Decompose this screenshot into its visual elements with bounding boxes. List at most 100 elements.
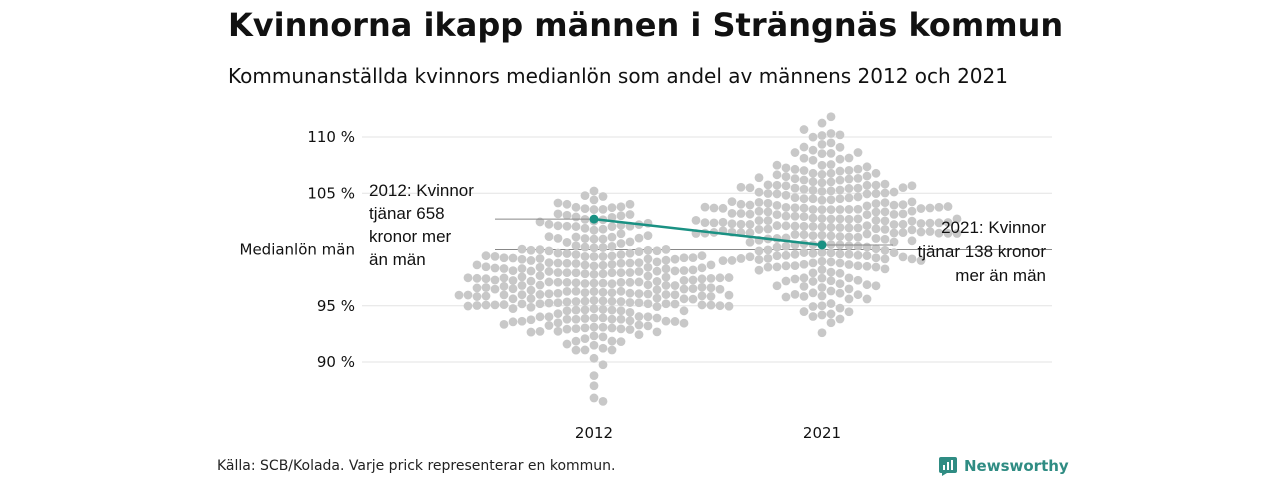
data-point [571, 305, 581, 315]
data-point [562, 249, 572, 258]
data-point [817, 178, 827, 188]
data-point [715, 284, 725, 294]
data-point [580, 269, 590, 279]
data-point [826, 112, 836, 122]
data-point [790, 249, 800, 259]
data-point [499, 264, 509, 273]
data-point [517, 272, 527, 282]
data-point [598, 396, 608, 406]
data-point [607, 279, 617, 289]
annotation-2021: 2021: Kvinnor tjänar 138 kronor mer än män [917, 218, 1046, 285]
data-point [580, 191, 590, 201]
data-point [763, 180, 773, 190]
data-point [616, 250, 626, 259]
data-point [553, 318, 563, 328]
data-point [634, 320, 644, 330]
data-point [808, 222, 818, 231]
data-point [772, 170, 782, 180]
data-point [754, 206, 764, 216]
data-point [661, 316, 671, 326]
data-point [616, 286, 626, 296]
data-point [862, 261, 872, 271]
data-point [826, 195, 836, 205]
data-point [772, 180, 782, 190]
data-point [844, 166, 854, 175]
data-point [826, 299, 836, 308]
data-point [517, 281, 527, 290]
data-point [754, 198, 764, 207]
data-point [598, 360, 608, 370]
data-point [580, 296, 590, 306]
data-point [871, 253, 881, 263]
data-point [634, 258, 644, 268]
data-point [652, 293, 662, 303]
data-point [508, 253, 518, 263]
data-point [598, 260, 608, 270]
data-point [634, 330, 644, 340]
data-point [916, 219, 926, 228]
brand-name: Newsworthy [964, 457, 1069, 475]
data-point [553, 298, 563, 308]
data-point [844, 249, 854, 259]
y-axis-ticks: 110 % 105 % Medianlön män 95 % 90 % [240, 128, 356, 371]
data-point [799, 212, 809, 221]
data-point [934, 218, 944, 228]
data-point [526, 266, 536, 276]
data-point [580, 279, 590, 288]
data-point [880, 245, 890, 255]
data-point [853, 275, 863, 285]
data-point [607, 268, 617, 278]
data-point [607, 296, 617, 306]
data-point [925, 218, 935, 228]
data-point [679, 294, 689, 304]
data-point [700, 202, 710, 212]
data-point [826, 248, 836, 258]
data-point [853, 290, 863, 300]
data-point [616, 211, 626, 221]
data-point [634, 298, 644, 308]
data-point [763, 216, 773, 225]
data-point [844, 205, 854, 214]
data-point [736, 199, 746, 209]
data-point [616, 324, 626, 334]
data-point [679, 318, 689, 328]
data-point [799, 203, 809, 213]
data-point [952, 214, 962, 224]
data-point [490, 300, 500, 310]
data-point [598, 205, 608, 214]
data-point [589, 393, 599, 403]
data-point [679, 266, 689, 275]
data-point [607, 305, 617, 315]
data-point [772, 251, 782, 261]
data-point [571, 268, 581, 278]
data-point [589, 252, 599, 261]
data-point [943, 218, 953, 227]
data-point [616, 306, 626, 316]
beeswarm-chart: 110 % 105 % Medianlön män 95 % 90 % 2012: Kv… [240, 112, 1052, 442]
data-point [772, 189, 782, 199]
data-point [907, 197, 917, 207]
data-point [871, 207, 881, 217]
data-point [526, 285, 536, 295]
data-point [562, 277, 572, 287]
data-point [580, 223, 590, 233]
data-point [826, 177, 836, 187]
data-point [826, 138, 836, 148]
data-point [772, 281, 782, 291]
data-point [871, 234, 881, 243]
data-point [826, 240, 836, 249]
data-point [943, 228, 953, 238]
data-point [580, 234, 590, 243]
data-point [562, 238, 572, 247]
data-point [745, 220, 755, 229]
data-point [817, 291, 827, 301]
data-point [826, 267, 836, 277]
data-point [706, 292, 716, 301]
data-point [499, 319, 509, 329]
data-point [526, 294, 536, 303]
data-point [535, 326, 545, 336]
data-point [790, 148, 800, 157]
data-point [781, 250, 791, 260]
data-point [826, 222, 836, 232]
data-point [799, 166, 809, 175]
